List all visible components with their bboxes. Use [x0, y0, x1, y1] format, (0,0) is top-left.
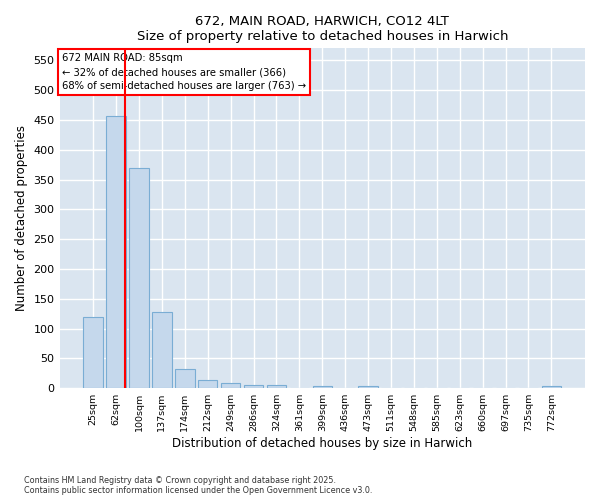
Bar	[175, 368, 194, 388]
Bar	[358, 386, 378, 388]
Bar	[198, 380, 217, 388]
Bar	[313, 386, 332, 388]
Bar	[244, 385, 263, 388]
Bar	[152, 312, 172, 388]
Title: 672, MAIN ROAD, HARWICH, CO12 4LT
Size of property relative to detached houses i: 672, MAIN ROAD, HARWICH, CO12 4LT Size o…	[137, 15, 508, 43]
Text: 672 MAIN ROAD: 85sqm
← 32% of detached houses are smaller (366)
68% of semi-deta: 672 MAIN ROAD: 85sqm ← 32% of detached h…	[62, 54, 306, 92]
Y-axis label: Number of detached properties: Number of detached properties	[15, 126, 28, 312]
Bar	[106, 116, 126, 388]
X-axis label: Distribution of detached houses by size in Harwich: Distribution of detached houses by size …	[172, 437, 472, 450]
Bar	[267, 385, 286, 388]
Bar	[129, 168, 149, 388]
Bar	[221, 384, 241, 388]
Bar	[83, 316, 103, 388]
Bar	[542, 386, 561, 388]
Text: Contains HM Land Registry data © Crown copyright and database right 2025.
Contai: Contains HM Land Registry data © Crown c…	[24, 476, 373, 495]
